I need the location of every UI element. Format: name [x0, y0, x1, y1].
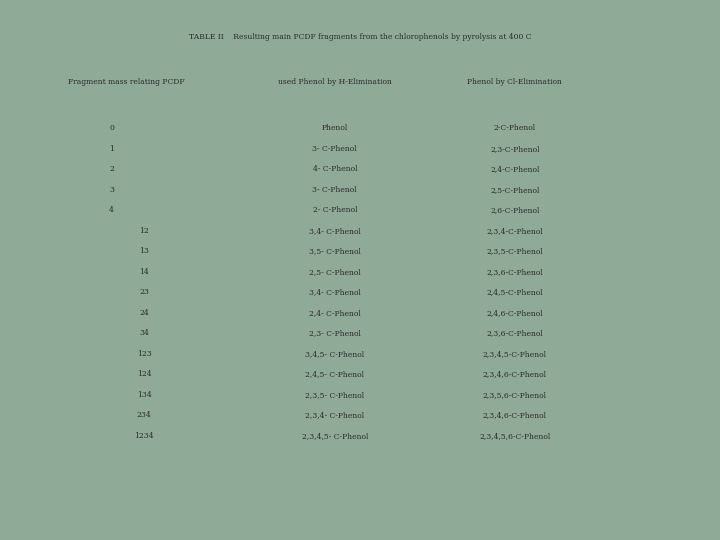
Text: 234: 234	[137, 411, 151, 420]
Text: 2,3,5- C-Phenol: 2,3,5- C-Phenol	[305, 391, 364, 399]
Text: 2,3- C-Phenol: 2,3- C-Phenol	[309, 329, 361, 338]
Text: 3,4- C-Phenol: 3,4- C-Phenol	[309, 227, 361, 235]
Text: 2,3,4,5-C-Phenol: 2,3,4,5-C-Phenol	[483, 350, 546, 358]
Text: 3- C-Phenol: 3- C-Phenol	[312, 145, 357, 153]
Text: Phenol: Phenol	[322, 124, 348, 132]
Text: 3,4- C-Phenol: 3,4- C-Phenol	[309, 288, 361, 296]
Text: 3,5- C-Phenol: 3,5- C-Phenol	[309, 247, 361, 255]
Text: 123: 123	[137, 350, 151, 358]
Text: 2,3,5,6-C-Phenol: 2,3,5,6-C-Phenol	[483, 391, 546, 399]
Text: 2,3,6-C-Phenol: 2,3,6-C-Phenol	[487, 329, 543, 338]
Text: 2,4,6-C-Phenol: 2,4,6-C-Phenol	[487, 309, 543, 317]
Text: 2,6-C-Phenol: 2,6-C-Phenol	[490, 206, 539, 214]
Text: Phenol by Cl-Elimination: Phenol by Cl-Elimination	[467, 78, 562, 86]
Text: Fragment mass relating PCDF: Fragment mass relating PCDF	[68, 78, 184, 86]
Text: 124: 124	[137, 370, 151, 379]
Text: 2,3,5-C-Phenol: 2,3,5-C-Phenol	[487, 247, 543, 255]
Text: 4: 4	[109, 206, 114, 214]
Text: 2-C-Phenol: 2-C-Phenol	[494, 124, 536, 132]
Text: 2: 2	[109, 165, 114, 173]
Text: 34: 34	[139, 329, 149, 338]
Text: 13: 13	[139, 247, 149, 255]
Text: 2,3,4,5- C-Phenol: 2,3,4,5- C-Phenol	[302, 432, 368, 440]
Text: 2,3,4,6-C-Phenol: 2,3,4,6-C-Phenol	[483, 411, 546, 420]
Text: TABLE II    Resulting main PCDF fragments from the chlorophenols by pyrolysis at: TABLE II Resulting main PCDF fragments f…	[189, 33, 531, 42]
Text: 3,4,5- C-Phenol: 3,4,5- C-Phenol	[305, 350, 364, 358]
Text: 2,3,4,5,6-C-Phenol: 2,3,4,5,6-C-Phenol	[480, 432, 550, 440]
Text: 2,5- C-Phenol: 2,5- C-Phenol	[309, 268, 361, 276]
Text: 3: 3	[109, 186, 114, 194]
Text: 2,3,4,6-C-Phenol: 2,3,4,6-C-Phenol	[483, 370, 546, 379]
Text: 14: 14	[139, 268, 149, 276]
Text: 2- C-Phenol: 2- C-Phenol	[312, 206, 357, 214]
Text: 2,4-C-Phenol: 2,4-C-Phenol	[490, 165, 539, 173]
Text: 134: 134	[137, 391, 151, 399]
Text: 0: 0	[109, 124, 114, 132]
Text: used Phenol by H-Elimination: used Phenol by H-Elimination	[278, 78, 392, 86]
Text: 2,3,4- C-Phenol: 2,3,4- C-Phenol	[305, 411, 364, 420]
Text: 2,4,5-C-Phenol: 2,4,5-C-Phenol	[487, 288, 543, 296]
Text: 1234: 1234	[134, 432, 154, 440]
Text: 1: 1	[109, 145, 114, 153]
Text: 23: 23	[139, 288, 149, 296]
Text: 3- C-Phenol: 3- C-Phenol	[312, 186, 357, 194]
Text: 2,3-C-Phenol: 2,3-C-Phenol	[490, 145, 539, 153]
Text: 2,5-C-Phenol: 2,5-C-Phenol	[490, 186, 539, 194]
Text: 4- C-Phenol: 4- C-Phenol	[312, 165, 357, 173]
Text: 24: 24	[139, 309, 149, 317]
Text: 12: 12	[139, 227, 149, 235]
Text: 2,3,6-C-Phenol: 2,3,6-C-Phenol	[487, 268, 543, 276]
Text: 2,4,5- C-Phenol: 2,4,5- C-Phenol	[305, 370, 364, 379]
Text: 2,4- C-Phenol: 2,4- C-Phenol	[309, 309, 361, 317]
Text: 2,3,4-C-Phenol: 2,3,4-C-Phenol	[487, 227, 543, 235]
